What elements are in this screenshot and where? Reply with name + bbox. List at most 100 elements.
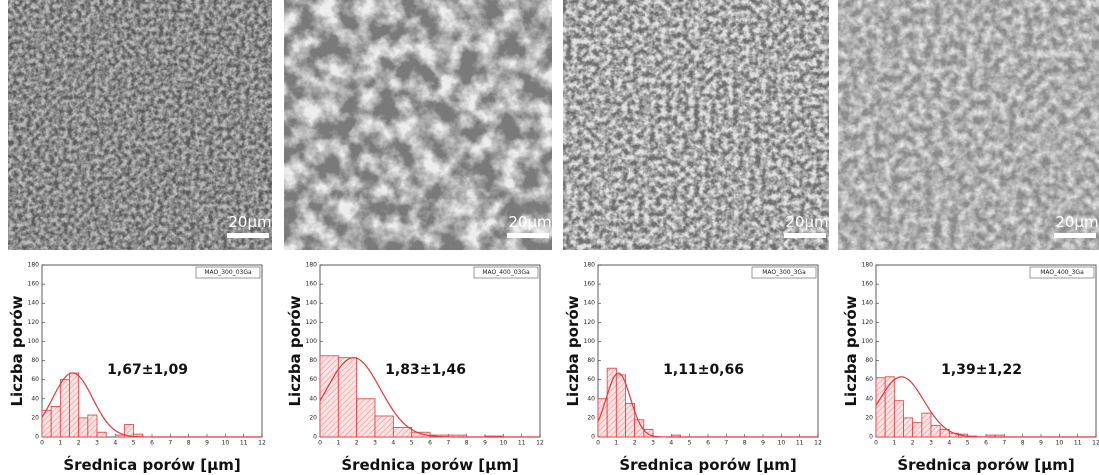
x-tick-label: 12	[814, 440, 822, 447]
x-tick-label: 10	[1056, 440, 1064, 447]
y-tick-label: 60	[865, 376, 873, 383]
x-tick-label: 6	[984, 440, 988, 447]
x-tick-label: 12	[258, 440, 266, 447]
x-tick-label: 8	[743, 440, 747, 447]
y-tick-label: 80	[309, 357, 317, 364]
x-tick-label: 7	[168, 440, 172, 447]
fit-label: 1,39±1,22	[941, 362, 1022, 378]
scale-bar-label: 20µm	[1055, 213, 1098, 231]
y-tick-label: 120	[862, 319, 874, 326]
x-axis-label: Średnica porów [µm]	[63, 455, 240, 474]
figure: 20µm20µm20µm20µm020406080100120140160180…	[0, 0, 1099, 475]
x-axis-label: Średnica porów [µm]	[341, 455, 518, 474]
y-tick-label: 80	[865, 357, 873, 364]
x-tick-label: 2	[911, 440, 915, 447]
x-tick-label: 3	[651, 440, 655, 447]
y-tick-label: 100	[28, 338, 40, 345]
x-tick-label: 0	[40, 440, 44, 447]
y-tick-label: 40	[31, 395, 39, 402]
histogram-bar	[393, 427, 411, 437]
y-tick-label: 60	[587, 376, 595, 383]
x-tick-label: 3	[95, 440, 99, 447]
y-tick-label: 120	[584, 319, 596, 326]
x-tick-label: 2	[355, 440, 359, 447]
x-tick-label: 4	[947, 440, 951, 447]
legend-label: MAO_400_03Ga	[482, 269, 530, 276]
histogram-bar	[607, 368, 616, 437]
x-tick-label: 11	[796, 440, 804, 447]
y-tick-label: 20	[587, 414, 595, 421]
y-tick-label: 40	[587, 395, 595, 402]
x-tick-label: 5	[688, 440, 692, 447]
scale-bar	[507, 233, 549, 238]
x-tick-label: 11	[1074, 440, 1082, 447]
scale-bar-label: 20µm	[785, 213, 828, 231]
x-tick-label: 6	[150, 440, 154, 447]
x-tick-label: 3	[373, 440, 377, 447]
y-tick-label: 20	[865, 414, 873, 421]
histogram-bar	[115, 435, 124, 437]
x-tick-label: 9	[205, 440, 209, 447]
x-tick-label: 1	[58, 440, 62, 447]
y-tick-label: 120	[28, 319, 40, 326]
y-axis-label: Liczba porów	[286, 295, 304, 406]
x-tick-label: 2	[77, 440, 81, 447]
y-tick-label: 160	[28, 281, 40, 288]
x-tick-label: 1	[892, 440, 896, 447]
x-tick-label: 7	[1002, 440, 1006, 447]
x-axis-label: Średnica porów [µm]	[619, 455, 796, 474]
y-tick-label: 20	[309, 414, 317, 421]
y-tick-label: 100	[584, 338, 596, 345]
y-tick-label: 60	[31, 376, 39, 383]
x-tick-label: 4	[669, 440, 673, 447]
histogram-bar	[60, 380, 69, 437]
x-tick-label: 6	[706, 440, 710, 447]
x-tick-label: 4	[113, 440, 117, 447]
scale-bar-label: 20µm	[228, 213, 271, 231]
fit-label: 1,83±1,46	[385, 362, 466, 378]
histogram-bar	[894, 401, 903, 437]
y-tick-label: 120	[306, 319, 318, 326]
x-tick-label: 0	[318, 440, 322, 447]
x-tick-label: 8	[465, 440, 469, 447]
x-tick-label: 9	[483, 440, 487, 447]
histogram-bar	[375, 416, 393, 437]
fit-label: 1,11±0,66	[663, 362, 744, 378]
y-tick-label: 100	[862, 338, 874, 345]
x-tick-label: 12	[536, 440, 544, 447]
x-tick-label: 9	[761, 440, 765, 447]
y-tick-label: 180	[862, 262, 874, 269]
y-tick-label: 160	[862, 281, 874, 288]
x-tick-label: 7	[724, 440, 728, 447]
y-tick-label: 160	[306, 281, 318, 288]
x-axis-label: Średnica porów [µm]	[897, 455, 1074, 474]
fit-label: 1,67±1,09	[107, 362, 188, 378]
scale-bar	[784, 233, 826, 238]
x-tick-label: 1	[336, 440, 340, 447]
plot-frame	[876, 265, 1096, 437]
y-axis-label: Liczba porów	[8, 295, 26, 406]
y-tick-label: 0	[869, 434, 873, 441]
histogram-bar	[913, 423, 922, 437]
x-tick-label: 10	[778, 440, 786, 447]
y-tick-label: 100	[306, 338, 318, 345]
legend-label: MAO_400_3Ga	[1040, 269, 1084, 276]
scale-bar	[1054, 233, 1096, 238]
histogram-bar	[885, 377, 894, 437]
histogram-bar	[51, 406, 60, 437]
x-tick-label: 1	[614, 440, 618, 447]
y-tick-label: 180	[28, 262, 40, 269]
histogram-bar	[97, 432, 106, 437]
y-tick-label: 60	[309, 376, 317, 383]
x-tick-label: 6	[428, 440, 432, 447]
histogram-bar	[357, 399, 375, 437]
y-tick-label: 20	[31, 414, 39, 421]
y-tick-label: 140	[584, 300, 596, 307]
histogram-bar	[88, 415, 97, 437]
y-axis-label: Liczba porów	[564, 295, 582, 406]
x-tick-label: 8	[1021, 440, 1025, 447]
y-axis-label: Liczba porów	[842, 295, 860, 406]
scale-bar-label: 20µm	[508, 213, 551, 231]
x-tick-label: 11	[518, 440, 526, 447]
x-tick-label: 10	[222, 440, 230, 447]
